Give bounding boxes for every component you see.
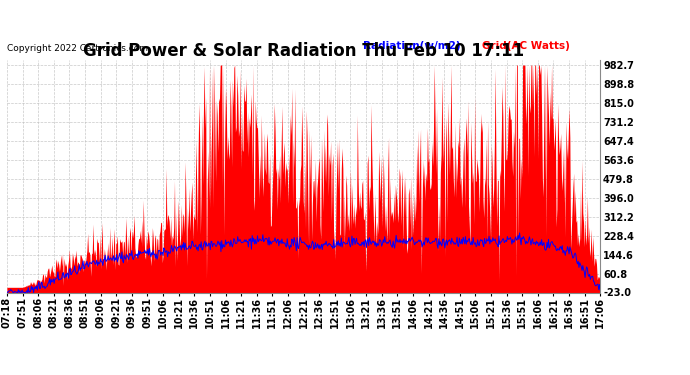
Text: Grid(AC Watts): Grid(AC Watts) bbox=[482, 41, 569, 51]
Text: Copyright 2022 Cartronics.com: Copyright 2022 Cartronics.com bbox=[7, 44, 148, 53]
Text: Radiation(w/m2): Radiation(w/m2) bbox=[363, 41, 460, 51]
Title: Grid Power & Solar Radiation Thu Feb 10 17:11: Grid Power & Solar Radiation Thu Feb 10 … bbox=[83, 42, 524, 60]
